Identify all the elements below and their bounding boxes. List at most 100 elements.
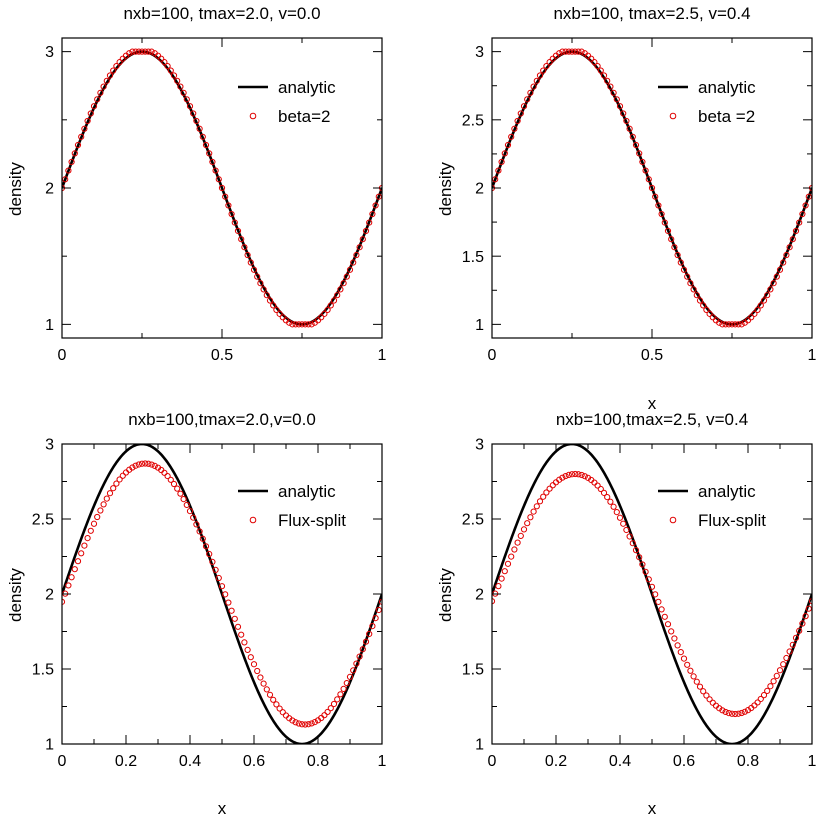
data-point bbox=[600, 72, 608, 79]
data-point bbox=[231, 219, 238, 226]
data-point bbox=[209, 158, 216, 166]
data-point bbox=[186, 508, 194, 515]
data-point bbox=[87, 527, 94, 534]
data-point bbox=[170, 72, 178, 79]
data-point bbox=[725, 710, 732, 717]
data-point bbox=[492, 598, 496, 605]
data-point bbox=[90, 103, 98, 110]
data-point bbox=[764, 687, 771, 694]
data-point bbox=[308, 321, 315, 328]
data-point bbox=[74, 558, 82, 565]
data-point bbox=[664, 621, 672, 628]
data-point bbox=[161, 469, 168, 476]
data-point bbox=[687, 667, 694, 674]
legend-entry-label: analytic bbox=[278, 78, 336, 97]
data-point bbox=[305, 721, 312, 728]
x-tick-label: 0.6 bbox=[243, 753, 265, 770]
legend-entry-label: beta=2 bbox=[278, 107, 330, 126]
data-point bbox=[215, 574, 222, 582]
data-point bbox=[728, 710, 736, 717]
data-point bbox=[716, 319, 723, 326]
series-analytic bbox=[492, 444, 812, 744]
chart-title: nxb=100, tmax=2.5, v=0.4 bbox=[553, 4, 750, 23]
data-point bbox=[671, 635, 678, 642]
data-point bbox=[783, 654, 790, 662]
data-point bbox=[575, 471, 582, 478]
legend-entry-label: Flux-split bbox=[278, 511, 346, 530]
y-tick-label: 1 bbox=[475, 737, 484, 754]
data-point bbox=[578, 471, 585, 479]
data-point bbox=[639, 561, 646, 568]
data-point bbox=[738, 709, 745, 717]
data-point bbox=[562, 472, 569, 480]
data-point bbox=[177, 490, 184, 497]
data-point bbox=[292, 719, 299, 726]
data-point bbox=[273, 701, 280, 708]
x-tick-label: 0 bbox=[58, 347, 67, 364]
data-point bbox=[658, 210, 665, 218]
y-tick-label: 2.5 bbox=[462, 112, 484, 129]
data-point bbox=[254, 667, 261, 675]
data-point bbox=[84, 117, 91, 125]
y-tick-label: 2 bbox=[475, 587, 484, 604]
data-point bbox=[266, 297, 274, 304]
data-point bbox=[302, 321, 309, 328]
data-point bbox=[677, 649, 684, 656]
data-point bbox=[568, 471, 576, 478]
data-point bbox=[260, 286, 267, 293]
data-point bbox=[536, 72, 544, 79]
data-point bbox=[764, 292, 771, 299]
data-point bbox=[362, 638, 370, 645]
data-point bbox=[757, 695, 764, 703]
data-point bbox=[626, 533, 633, 540]
data-point bbox=[78, 550, 85, 557]
data-point bbox=[228, 607, 235, 614]
data-point bbox=[559, 474, 566, 481]
data-point bbox=[138, 460, 146, 467]
data-point bbox=[725, 321, 732, 328]
data-point bbox=[164, 472, 171, 480]
data-point bbox=[356, 244, 363, 251]
data-point bbox=[664, 227, 672, 235]
data-point bbox=[81, 542, 88, 549]
data-point bbox=[626, 125, 633, 132]
data-point bbox=[645, 576, 652, 583]
y-tick-label: 1.5 bbox=[462, 249, 484, 266]
data-point bbox=[215, 176, 222, 183]
data-point bbox=[164, 63, 171, 70]
legend: analytic Flux-split bbox=[658, 482, 766, 530]
data-point bbox=[327, 302, 334, 309]
y-tick-label: 2 bbox=[45, 181, 54, 198]
data-point bbox=[228, 210, 235, 218]
data-point bbox=[129, 48, 136, 55]
data-point bbox=[789, 641, 796, 648]
data-point bbox=[353, 251, 360, 259]
data-point bbox=[514, 539, 521, 546]
data-point bbox=[254, 273, 261, 280]
data-point bbox=[696, 297, 704, 304]
y-tick-label: 2.5 bbox=[462, 512, 484, 529]
y-tick-label: 2.5 bbox=[32, 512, 54, 529]
data-point bbox=[530, 83, 537, 90]
data-point bbox=[581, 473, 588, 480]
data-point bbox=[359, 236, 366, 243]
data-point bbox=[372, 202, 379, 209]
data-point bbox=[180, 496, 187, 503]
data-point bbox=[90, 520, 98, 527]
data-point bbox=[757, 302, 764, 309]
data-point bbox=[616, 514, 624, 521]
data-point bbox=[604, 77, 611, 84]
data-point bbox=[661, 219, 668, 226]
chart-title: nxb=100,tmax=2.0,v=0.0 bbox=[128, 410, 316, 429]
data-point bbox=[703, 306, 710, 313]
data-point bbox=[340, 280, 347, 287]
data-point bbox=[808, 598, 812, 605]
data-point bbox=[540, 67, 547, 74]
data-point bbox=[68, 158, 75, 166]
data-point bbox=[700, 688, 707, 695]
data-point bbox=[722, 321, 729, 328]
y-tick-label: 3 bbox=[45, 437, 54, 454]
data-point bbox=[511, 546, 518, 553]
data-point bbox=[658, 606, 665, 613]
data-point bbox=[648, 583, 656, 590]
